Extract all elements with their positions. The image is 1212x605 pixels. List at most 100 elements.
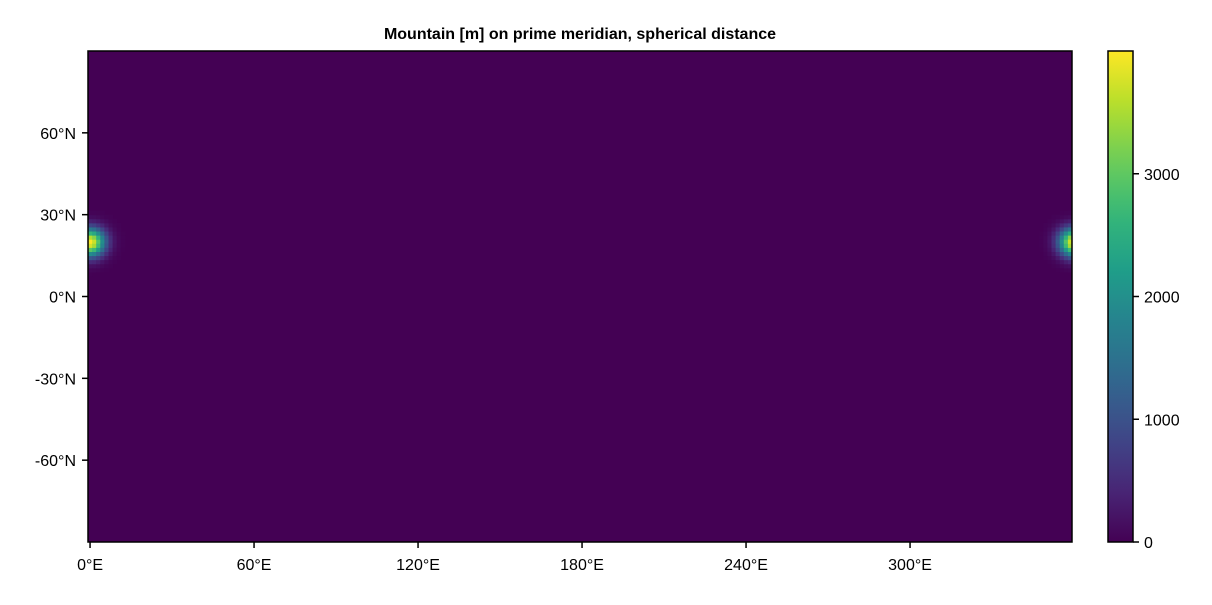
heatmap-cell — [1047, 218, 1052, 224]
heatmap-cell — [1067, 222, 1072, 228]
y-tick-label: -30°N — [35, 371, 76, 388]
heatmap-cell — [96, 239, 101, 244]
heatmap-cell — [1059, 239, 1065, 244]
heatmap-cell — [1051, 243, 1057, 248]
heatmap-cell — [1067, 267, 1072, 273]
heatmap-cell — [1039, 231, 1044, 236]
heatmap-cell — [88, 239, 93, 244]
heatmap-cell — [1067, 235, 1072, 240]
heatmap-cell — [116, 231, 122, 236]
heatmap-cell — [1055, 239, 1061, 244]
heatmap-cell — [1055, 231, 1061, 236]
colorbar-tick-label: 3000 — [1144, 167, 1180, 184]
heatmap-cell — [1043, 231, 1048, 236]
heatmap-cell — [104, 218, 109, 224]
heatmap-cell — [1055, 259, 1061, 265]
heatmap-cell — [1055, 214, 1061, 220]
heatmap-cell — [100, 210, 105, 216]
heatmap-cell — [112, 218, 118, 224]
heatmap-cell — [1051, 226, 1057, 232]
heatmap-cell — [1039, 235, 1044, 240]
heatmap-cell — [100, 226, 105, 232]
heatmap-cell — [92, 239, 97, 244]
heatmap-cell — [88, 271, 93, 277]
heatmap-cell — [96, 222, 101, 228]
heatmap-cell — [1043, 255, 1048, 261]
heatmap-cell — [108, 251, 114, 257]
heatmap-cell — [108, 247, 114, 252]
heatmap-cell — [1047, 239, 1052, 244]
heatmap-cell — [100, 235, 105, 240]
heatmap-cell — [1047, 247, 1052, 252]
heatmap-cell — [100, 247, 105, 252]
heatmap-cell — [100, 259, 105, 265]
heatmap-cell — [1063, 263, 1069, 269]
heatmap-cell — [88, 235, 93, 240]
heatmap-cell — [1059, 218, 1065, 224]
heatmap-cell — [1055, 218, 1061, 224]
heatmap-cell — [1055, 247, 1061, 252]
x-tick-label: 180°E — [560, 557, 604, 574]
heatmap-cell — [1051, 247, 1057, 252]
heatmap-cell — [100, 263, 105, 269]
x-tick-label: 240°E — [724, 557, 768, 574]
heatmap-cell — [1063, 251, 1069, 257]
heatmap-cell — [104, 231, 109, 236]
heatmap-cell — [1067, 263, 1072, 269]
heatmap-cell — [96, 231, 101, 236]
heatmap-cell — [92, 222, 97, 228]
heatmap-cell — [88, 226, 93, 232]
heatmap-cell — [92, 259, 97, 265]
heatmap-cell — [1059, 255, 1065, 261]
heatmap-cell — [92, 251, 97, 257]
heatmap-cell — [1067, 255, 1072, 261]
heatmap-cell — [108, 259, 114, 265]
heatmap-cell — [100, 255, 105, 261]
heatmap-cell — [100, 231, 105, 236]
heatmap-cell — [96, 214, 101, 220]
heatmap-cell — [88, 247, 93, 252]
heatmap-cell — [1063, 218, 1069, 224]
heatmap-cell — [1059, 231, 1065, 236]
heatmap-cell — [112, 243, 118, 248]
heatmap-cell — [1055, 235, 1061, 240]
heatmap-cell — [92, 226, 97, 232]
heatmap-cell — [1063, 243, 1069, 248]
heatmap-cell — [112, 226, 118, 232]
heatmap-cell — [104, 255, 109, 261]
heatmap-cell — [116, 243, 122, 248]
heatmap-cell — [1051, 259, 1057, 265]
heatmap-cell — [1059, 243, 1065, 248]
heatmap-cell — [96, 235, 101, 240]
heatmap-cell — [1047, 251, 1052, 257]
colorbar-tick-label: 1000 — [1144, 412, 1180, 429]
heatmap-cell — [104, 235, 109, 240]
heatmap-cell — [112, 235, 118, 240]
heatmap-cell — [96, 251, 101, 257]
heatmap-cell — [92, 218, 97, 224]
heatmap-cell — [1063, 255, 1069, 261]
heatmap-cell — [100, 218, 105, 224]
heatmap-cell — [1051, 239, 1057, 244]
heatmap-cell — [108, 255, 114, 261]
heatmap-cell — [1043, 235, 1048, 240]
heatmap-cell — [104, 226, 109, 232]
heatmap-cell — [88, 267, 93, 273]
heatmap-cell — [1067, 218, 1072, 224]
heatmap-cell — [116, 226, 122, 232]
heatmap-cell — [1055, 251, 1061, 257]
heatmap-cell — [104, 243, 109, 248]
heatmap-cell — [1067, 231, 1072, 236]
heatmap-cell — [1047, 226, 1052, 232]
heatmap-cell — [96, 263, 101, 269]
heatmap-cell — [120, 243, 126, 248]
heatmap-cell — [1043, 243, 1048, 248]
heatmap-cell — [1063, 247, 1069, 252]
heatmap-cell — [112, 247, 118, 252]
heatmap-cell — [1055, 226, 1061, 232]
heatmap-cell — [92, 214, 97, 220]
colorbar — [1107, 50, 1134, 543]
heatmap-cell — [1055, 222, 1061, 228]
heatmap-cell — [1055, 255, 1061, 261]
